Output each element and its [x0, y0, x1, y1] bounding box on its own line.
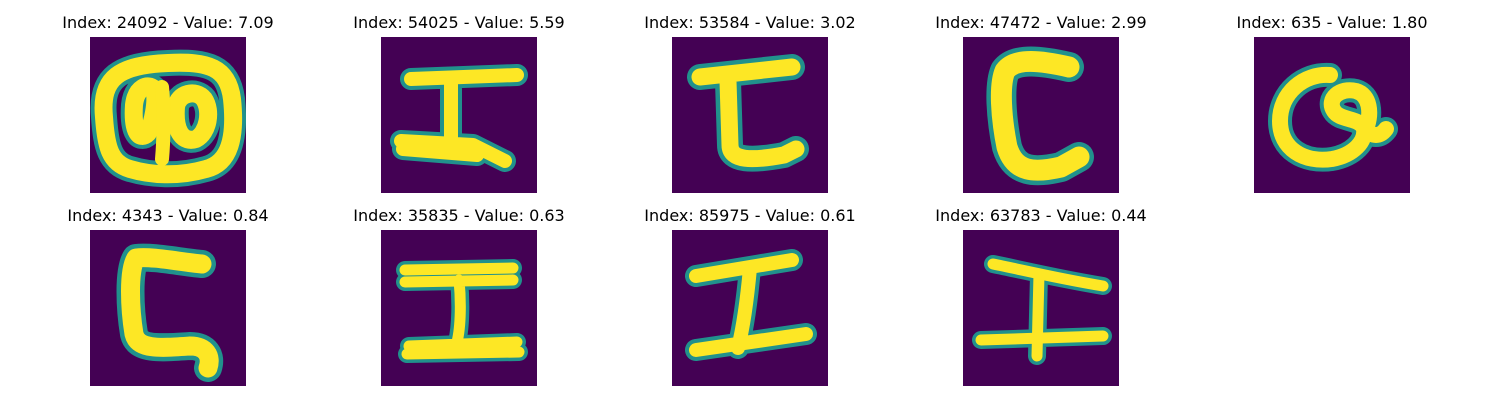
- image-panel-8: Index: 85975 - Value: 0.61: [630, 203, 870, 393]
- panel-title: Index: 53584 - Value: 3.02: [644, 13, 856, 32]
- image-panel-2: Index: 54025 - Value: 5.59: [339, 10, 579, 200]
- panel-title: Index: 47472 - Value: 2.99: [935, 13, 1147, 32]
- panel-title: Index: 35835 - Value: 0.63: [353, 206, 565, 225]
- image-panel-7: Index: 35835 - Value: 0.63: [339, 203, 579, 393]
- image-panel-9: Index: 63783 - Value: 0.44: [921, 203, 1161, 393]
- panel-title: Index: 635 - Value: 1.80: [1236, 13, 1428, 32]
- l-hook-glyph-image: [672, 37, 828, 193]
- image-panel-4: Index: 47472 - Value: 2.99: [921, 10, 1161, 200]
- image-panel-5: Index: 635 - Value: 1.80: [1212, 10, 1452, 200]
- panel-title: Index: 4343 - Value: 0.84: [67, 206, 269, 225]
- two-loop-glyph-image: [90, 37, 246, 193]
- slanted-i-beam-glyph-image: [672, 230, 828, 386]
- panel-title: Index: 63783 - Value: 0.44: [935, 206, 1147, 225]
- c-shape-glyph-image: [963, 37, 1119, 193]
- thin-i-beam-glyph-image: [963, 230, 1119, 386]
- hooked-c-glyph-image: [90, 230, 246, 386]
- panel-title: Index: 54025 - Value: 5.59: [353, 13, 565, 32]
- image-panel-1: Index: 24092 - Value: 7.09: [48, 10, 288, 200]
- image-panel-3: Index: 53584 - Value: 3.02: [630, 10, 870, 200]
- panel-title: Index: 24092 - Value: 7.09: [62, 13, 274, 32]
- panel-title: Index: 85975 - Value: 0.61: [644, 206, 856, 225]
- i-beam-glyph-image: [381, 37, 537, 193]
- i-beam-glyph-image: [381, 230, 537, 386]
- image-panel-6: Index: 4343 - Value: 0.84: [48, 203, 288, 393]
- q-loop-glyph-image: [1254, 37, 1410, 193]
